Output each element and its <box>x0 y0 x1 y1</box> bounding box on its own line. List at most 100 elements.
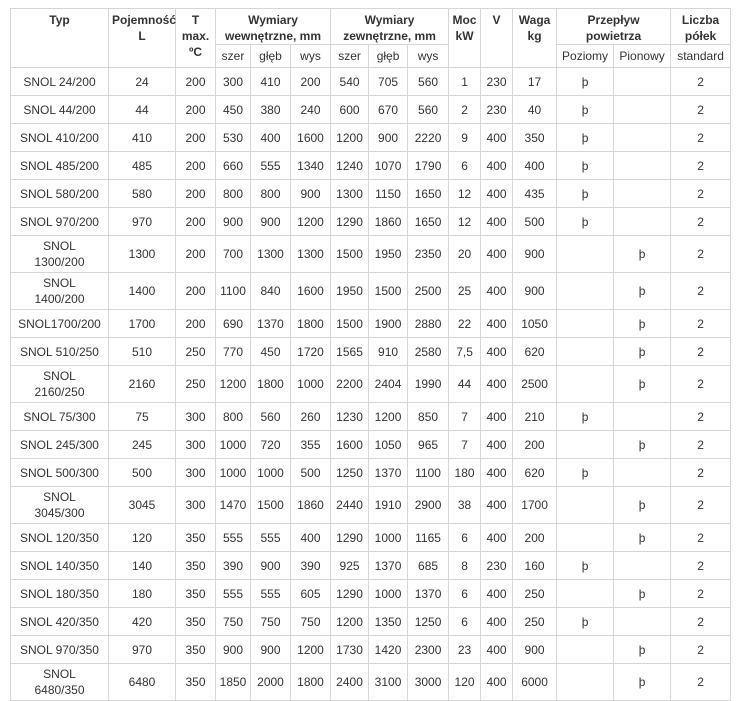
cell: 1470 <box>215 486 251 524</box>
cell: 200 <box>512 430 558 459</box>
cell: 1910 <box>368 486 409 524</box>
cell: 1850 <box>215 663 251 701</box>
cell: 1300 <box>330 179 370 208</box>
cell: 410 <box>250 67 291 96</box>
cell: þ <box>613 663 672 701</box>
cell: 2000 <box>250 663 291 701</box>
cell: 400 <box>480 635 514 664</box>
cell: 1600 <box>289 123 332 152</box>
model-name: SNOL 24/200 <box>10 67 109 96</box>
cell: 500 <box>108 458 176 487</box>
cell: 200 <box>175 67 216 96</box>
cell: 1200 <box>215 365 251 403</box>
column-header: Pojemność L <box>108 8 176 68</box>
cell: 9 <box>448 123 482 152</box>
cell: 2 <box>670 551 732 580</box>
cell: 38 <box>448 486 482 524</box>
cell: 1100 <box>407 458 450 487</box>
cell: 1200 <box>368 402 409 431</box>
cell: 1860 <box>368 207 409 236</box>
cell: 350 <box>175 663 216 701</box>
cell: 1100 <box>215 272 251 310</box>
cell: 500 <box>289 458 332 487</box>
model-name: SNOL 140/350 <box>10 551 109 580</box>
cell: 40 <box>512 95 558 124</box>
cell: 200 <box>175 179 216 208</box>
cell: 400 <box>480 523 514 552</box>
cell: 8 <box>448 551 482 580</box>
cell: þ <box>556 151 615 180</box>
model-name: SNOL 510/250 <box>10 337 109 366</box>
cell: 350 <box>512 123 558 152</box>
cell: 720 <box>250 430 291 459</box>
cell: 1650 <box>407 207 450 236</box>
cell: 530 <box>215 123 251 152</box>
column-header: V <box>480 8 514 68</box>
column-header: Typ <box>10 8 109 68</box>
cell: 230 <box>480 551 514 580</box>
cell: þ <box>556 95 615 124</box>
cell: þ <box>613 337 672 366</box>
cell: 200 <box>175 207 216 236</box>
table-row: SNOL 580/200 580 200 800 800 900 1300 1150 1650 1… <box>10 179 732 208</box>
cell: 1000 <box>215 458 251 487</box>
cell: 910 <box>368 337 409 366</box>
cell: 965 <box>407 430 450 459</box>
cell: 22 <box>448 309 482 338</box>
cell: 44 <box>108 95 176 124</box>
model-name: SNOL 580/200 <box>10 179 109 208</box>
cell: þ <box>613 430 672 459</box>
cell: 1860 <box>289 486 332 524</box>
cell: 240 <box>289 95 332 124</box>
cell: 400 <box>480 607 514 636</box>
cell: 750 <box>289 607 332 636</box>
cell: 2500 <box>407 272 450 310</box>
cell: 555 <box>250 579 291 608</box>
table-body: SNOL 24/200 24 200 300 410 200 540 705 560 1 230 17… <box>10 67 732 701</box>
cell <box>613 67 672 96</box>
cell: 900 <box>368 123 409 152</box>
cell: 6 <box>448 607 482 636</box>
cell: 435 <box>512 179 558 208</box>
cell: 1370 <box>368 551 409 580</box>
cell: 200 <box>512 523 558 552</box>
cell: 2900 <box>407 486 450 524</box>
cell: 1990 <box>407 365 450 403</box>
cell: 200 <box>175 309 216 338</box>
cell <box>613 551 672 580</box>
table-row: SNOL 410/200 410 200 530 400 1600 1200 900 2220 9… <box>10 123 732 152</box>
cell: 580 <box>108 179 176 208</box>
table-row: SNOL 180/350 180 350 555 555 605 1290 1000 1370 6… <box>10 579 732 608</box>
cell: 2 <box>670 337 732 366</box>
cell: 850 <box>407 402 450 431</box>
sub-header: głęb <box>250 44 291 68</box>
cell: 660 <box>215 151 251 180</box>
cell: 1500 <box>330 309 370 338</box>
cell: 900 <box>512 272 558 310</box>
cell: 180 <box>448 458 482 487</box>
cell: 1565 <box>330 337 370 366</box>
cell: þ <box>556 207 615 236</box>
cell: 300 <box>175 430 216 459</box>
cell: 6480 <box>108 663 176 701</box>
cell: 1650 <box>407 179 450 208</box>
cell: 250 <box>512 579 558 608</box>
cell <box>613 95 672 124</box>
cell: 1230 <box>330 402 370 431</box>
cell: 300 <box>215 67 251 96</box>
cell: þ <box>613 365 672 403</box>
cell: 7 <box>448 430 482 459</box>
cell: 2 <box>670 579 732 608</box>
cell: 2 <box>670 95 732 124</box>
cell: 350 <box>175 579 216 608</box>
cell: 900 <box>215 635 251 664</box>
cell: 2 <box>670 402 732 431</box>
cell: 1290 <box>330 579 370 608</box>
table-row: SNOL 2160/250 2160 250 1200 1800 1000 2200 2404… <box>10 365 732 403</box>
cell: 20 <box>448 235 482 273</box>
table-row: SNOL 75/300 75 300 800 560 260 1230 1200 850 7 400… <box>10 402 732 431</box>
cell: 2 <box>670 179 732 208</box>
cell: 1150 <box>368 179 409 208</box>
